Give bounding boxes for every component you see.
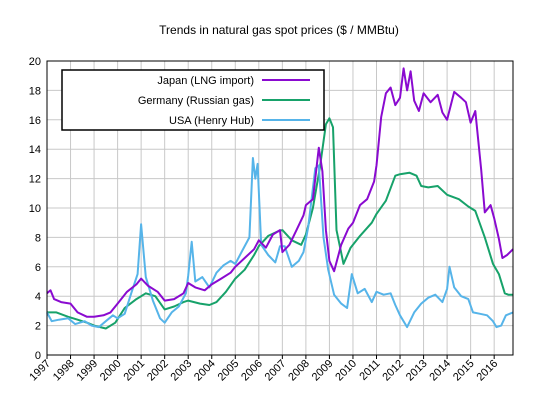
legend: Japan (LNG import) Germany (Russian gas) U… [61, 69, 325, 131]
x-tick-label: 1999 [74, 358, 100, 384]
series-line-2 [46, 157, 514, 329]
x-tick-label: 1997 [27, 358, 53, 384]
legend-label: Japan (LNG import) [157, 75, 254, 87]
x-tick-label: 2016 [474, 358, 500, 384]
x-tick-label: 2015 [451, 358, 477, 384]
x-tick-label: 2009 [310, 358, 336, 384]
y-tick-label: 8 [35, 232, 41, 244]
legend-label: Germany (Russian gas) [138, 95, 254, 107]
x-tick-label: 2012 [380, 358, 406, 384]
y-tick-label: 4 [35, 291, 41, 303]
x-tick-label: 2014 [427, 358, 453, 384]
plot-frame [46, 60, 514, 356]
x-tick-label: 2007 [263, 358, 289, 384]
series-line-1 [47, 117, 513, 330]
y-tick-label: 18 [29, 85, 41, 97]
x-tick-label: 2001 [121, 358, 147, 384]
y-tick-label: 10 [29, 203, 41, 215]
y-tick-label: 0 [35, 350, 41, 362]
y-tick-label: 20 [29, 56, 41, 68]
x-tick-label: 2011 [357, 358, 382, 383]
x-tick-label: 1998 [51, 358, 77, 384]
x-tick-label: 2004 [192, 358, 218, 384]
chart-title: Trends in natural gas spot prices ($ / M… [159, 23, 399, 37]
series-line-0 [46, 67, 514, 318]
x-tick-label: 2008 [286, 358, 312, 384]
y-tick-label: 2 [35, 321, 41, 333]
y-tick-label: 12 [29, 174, 41, 186]
x-tick-label: 2005 [216, 358, 242, 384]
y-tick-label: 14 [29, 144, 41, 156]
x-tick-label: 2002 [145, 358, 171, 384]
x-axis: 1997199819992000200120022003200420052006… [27, 355, 500, 383]
y-tick-label: 16 [29, 115, 41, 127]
y-tick-label: 6 [35, 262, 41, 274]
x-tick-label: 2013 [404, 358, 430, 384]
x-tick-label: 2003 [169, 358, 195, 384]
x-tick-label: 2006 [239, 358, 265, 384]
y-axis: 0 2 4 6 8 10 12 14 16 18 20 [29, 56, 41, 362]
x-tick-label: 2000 [98, 358, 124, 384]
series-group [46, 67, 514, 330]
legend-label: USA (Henry Hub) [169, 115, 254, 127]
x-tick-label: 2010 [333, 358, 359, 384]
